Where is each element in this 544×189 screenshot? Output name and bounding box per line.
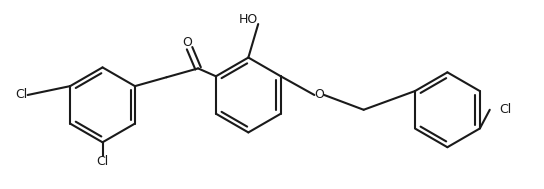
Text: O: O: [314, 88, 324, 101]
Text: Cl: Cl: [16, 88, 28, 101]
Text: HO: HO: [239, 13, 258, 26]
Text: Cl: Cl: [96, 155, 109, 167]
Text: O: O: [182, 36, 192, 49]
Text: Cl: Cl: [499, 103, 512, 116]
